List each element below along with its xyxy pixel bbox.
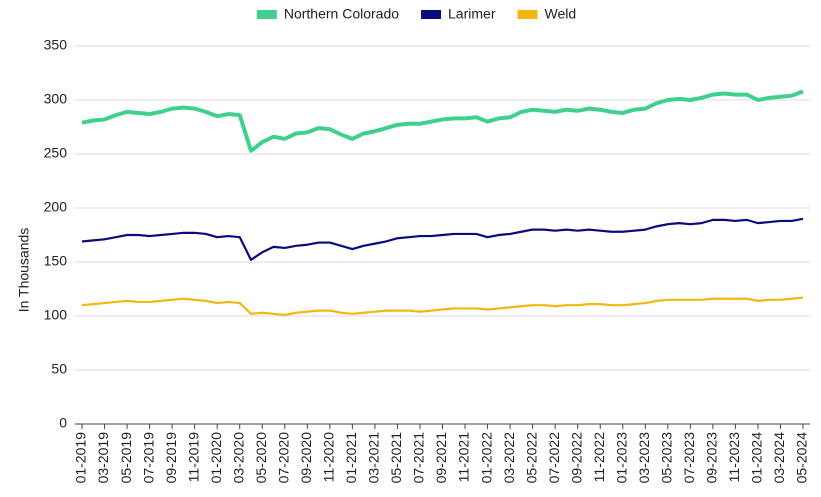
x-tick-label: 09-2021 bbox=[433, 432, 449, 484]
y-tick-label: 100 bbox=[44, 307, 68, 323]
x-tick-label: 11-2021 bbox=[456, 432, 472, 483]
x-tick-label: 09-2023 bbox=[704, 432, 720, 484]
x-tick-label: 05-2021 bbox=[388, 432, 404, 484]
x-tick-label: 07-2019 bbox=[140, 432, 156, 484]
y-tick-label: 50 bbox=[51, 361, 67, 377]
x-tick-label: 11-2023 bbox=[726, 432, 742, 483]
x-tick-label: 01-2023 bbox=[613, 432, 629, 484]
x-tick-label: 01-2021 bbox=[343, 432, 359, 484]
x-tick-label: 05-2022 bbox=[523, 432, 539, 484]
x-tick-label: 11-2020 bbox=[321, 432, 337, 483]
legend: Northern Colorado Larimer Weld bbox=[256, 6, 576, 22]
x-tick-label: 05-2019 bbox=[118, 432, 134, 484]
x-tick-label: 03-2021 bbox=[366, 432, 382, 484]
x-tick-label: 01-2022 bbox=[478, 432, 494, 484]
x-tick-label: 03-2024 bbox=[771, 432, 787, 484]
y-axis-title: In Thousands bbox=[16, 228, 32, 313]
line-series bbox=[81, 89, 804, 153]
x-tick-label: 05-2023 bbox=[659, 432, 675, 484]
legend-swatch bbox=[517, 10, 538, 19]
x-tick-label: 03-2023 bbox=[636, 432, 652, 484]
y-tick-label: 200 bbox=[44, 199, 68, 215]
y-tick-label: 150 bbox=[44, 253, 68, 269]
line-series bbox=[81, 217, 804, 261]
y-tick-label: 300 bbox=[44, 91, 68, 107]
y-tick-label: 350 bbox=[44, 37, 68, 53]
legend-label: Weld bbox=[544, 6, 576, 22]
x-tick-label: 07-2021 bbox=[411, 432, 427, 484]
x-tick-label: 01-2024 bbox=[749, 432, 765, 484]
legend-label: Northern Colorado bbox=[284, 6, 399, 22]
y-tick-label: 0 bbox=[59, 415, 67, 431]
legend-swatch bbox=[256, 10, 277, 19]
x-tick-label: 03-2020 bbox=[230, 432, 246, 484]
legend-swatch bbox=[421, 10, 442, 19]
x-tick-label: 09-2019 bbox=[163, 432, 179, 484]
x-tick-label: 11-2019 bbox=[185, 432, 201, 483]
x-tick-label: 09-2022 bbox=[568, 432, 584, 484]
x-tick-label: 03-2019 bbox=[95, 432, 111, 484]
x-tick-label: 07-2023 bbox=[681, 432, 697, 484]
x-tick-label: 05-2024 bbox=[794, 432, 810, 484]
x-tick-label: 01-2020 bbox=[208, 432, 224, 484]
x-tick-label: 05-2020 bbox=[253, 432, 269, 484]
x-tick-label: 07-2020 bbox=[275, 432, 291, 484]
x-tick-label: 03-2022 bbox=[501, 432, 517, 484]
x-tick-label: 01-2019 bbox=[73, 432, 89, 484]
x-tick-label: 07-2022 bbox=[546, 432, 562, 484]
x-tick-label: 11-2022 bbox=[591, 432, 607, 483]
line-series bbox=[81, 296, 804, 317]
y-tick-label: 250 bbox=[44, 145, 68, 161]
legend-label: Larimer bbox=[448, 6, 496, 22]
x-tick-label: 09-2020 bbox=[298, 432, 314, 484]
